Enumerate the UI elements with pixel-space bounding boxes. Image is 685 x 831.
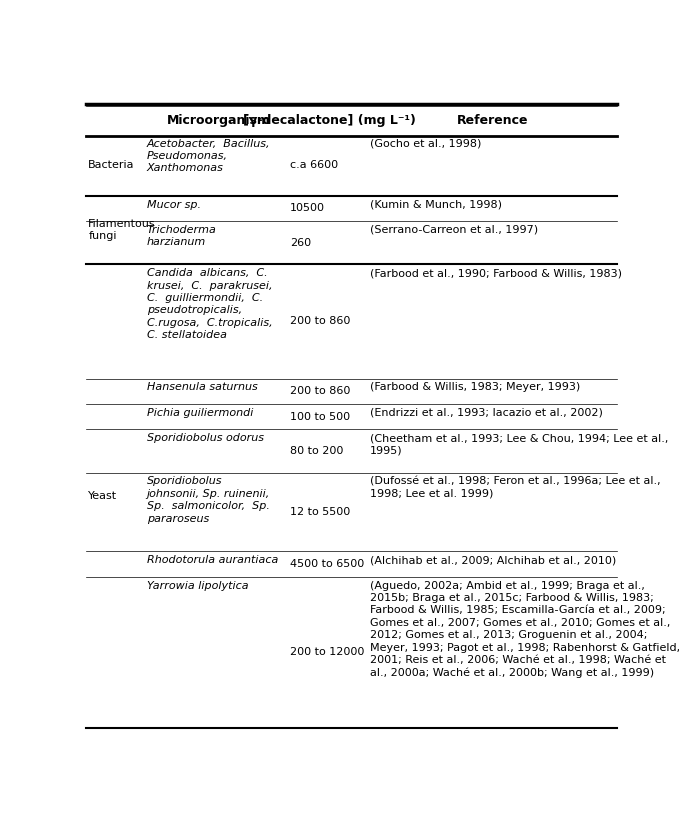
Text: [γ-decalactone] (mg L⁻¹): [γ-decalactone] (mg L⁻¹)	[243, 114, 416, 127]
Text: (Farbood & Willis, 1983; Meyer, 1993): (Farbood & Willis, 1983; Meyer, 1993)	[370, 382, 580, 392]
Text: (Kumin & Munch, 1998): (Kumin & Munch, 1998)	[370, 199, 501, 209]
Text: Candida  albicans,  C.
krusei,  C.  parakrusei,
C.  guilliermondii,  C.
pseudotr: Candida albicans, C. krusei, C. parakrus…	[147, 268, 273, 340]
Text: (Serrano-Carreon et al., 1997): (Serrano-Carreon et al., 1997)	[370, 225, 538, 235]
Text: Sporidiobolus odorus: Sporidiobolus odorus	[147, 433, 264, 443]
Text: Bacteria: Bacteria	[88, 160, 135, 170]
Text: Reference: Reference	[458, 114, 529, 127]
Text: Filamentous
fungi: Filamentous fungi	[88, 219, 156, 241]
Text: Microorganism: Microorganism	[166, 114, 271, 127]
Text: Hansenula saturnus: Hansenula saturnus	[147, 382, 258, 392]
Text: 100 to 500: 100 to 500	[290, 412, 350, 422]
Text: (Cheetham et al., 1993; Lee & Chou, 1994; Lee et al.,
1995): (Cheetham et al., 1993; Lee & Chou, 1994…	[370, 433, 668, 455]
Text: (Dufossé et al., 1998; Feron et al., 1996a; Lee et al.,
1998; Lee et al. 1999): (Dufossé et al., 1998; Feron et al., 199…	[370, 476, 660, 499]
Text: 200 to 860: 200 to 860	[290, 317, 351, 327]
Text: 4500 to 6500: 4500 to 6500	[290, 559, 364, 569]
Text: Trichoderma
harzianum: Trichoderma harzianum	[147, 225, 216, 248]
Text: 260: 260	[290, 238, 311, 248]
Text: Pichia guiliermondi: Pichia guiliermondi	[147, 408, 253, 418]
Text: Sporidiobolus
johnsonii, Sp. ruinenii,
Sp.  salmonicolor,  Sp.
pararoseus: Sporidiobolus johnsonii, Sp. ruinenii, S…	[147, 476, 270, 524]
Text: (Aguedo, 2002a; Ambid et al., 1999; Braga et al.,
2015b; Braga et al., 2015c; Fa: (Aguedo, 2002a; Ambid et al., 1999; Brag…	[370, 581, 680, 678]
Text: 200 to 860: 200 to 860	[290, 386, 351, 396]
Text: 12 to 5500: 12 to 5500	[290, 507, 350, 517]
Text: (Alchihab et al., 2009; Alchihab et al., 2010): (Alchihab et al., 2009; Alchihab et al.,…	[370, 555, 616, 565]
Text: (Endrizzi et al., 1993; Iacazio et al., 2002): (Endrizzi et al., 1993; Iacazio et al., …	[370, 408, 603, 418]
Text: 80 to 200: 80 to 200	[290, 446, 343, 456]
Text: 10500: 10500	[290, 204, 325, 214]
Text: Rhodotorula aurantiaca: Rhodotorula aurantiaca	[147, 555, 278, 565]
Text: (Farbood et al., 1990; Farbood & Willis, 1983): (Farbood et al., 1990; Farbood & Willis,…	[370, 268, 622, 278]
Text: (Gocho et al., 1998): (Gocho et al., 1998)	[370, 139, 481, 149]
Text: Mucor sp.: Mucor sp.	[147, 199, 201, 209]
Text: Acetobacter,  Bacillus,
Pseudomonas,
Xanthomonas: Acetobacter, Bacillus, Pseudomonas, Xant…	[147, 139, 270, 174]
Text: Yeast: Yeast	[88, 490, 117, 500]
Text: Yarrowia lipolytica: Yarrowia lipolytica	[147, 581, 248, 591]
Text: c.a 6600: c.a 6600	[290, 160, 338, 170]
Text: 200 to 12000: 200 to 12000	[290, 647, 364, 656]
